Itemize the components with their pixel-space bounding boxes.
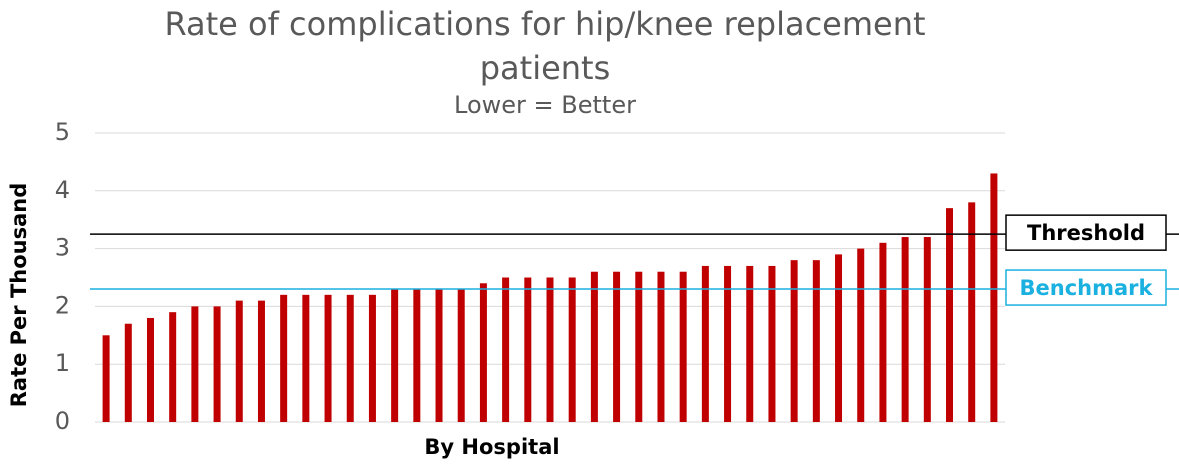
- bar: [191, 306, 199, 422]
- bar: [502, 277, 510, 422]
- bar: [990, 173, 998, 422]
- bar: [435, 289, 443, 422]
- bar: [635, 271, 643, 422]
- chart-subtitle: Lower = Better: [454, 91, 636, 119]
- bar: [613, 271, 621, 422]
- reference-label-box: [1005, 269, 1167, 306]
- bar: [879, 242, 887, 422]
- bar: [923, 237, 931, 422]
- bar: [479, 283, 487, 422]
- bar: [946, 208, 954, 422]
- bar: [790, 260, 798, 422]
- bar: [679, 271, 687, 422]
- bar: [835, 254, 843, 422]
- bar: [746, 265, 754, 422]
- bar: [391, 289, 399, 422]
- bar: [901, 237, 909, 422]
- bar: [812, 260, 820, 422]
- reference-label: Benchmark: [1020, 276, 1154, 300]
- y-tick-label: 0: [55, 407, 70, 435]
- x-axis-label: By Hospital: [424, 435, 559, 459]
- bar: [768, 265, 776, 422]
- reference-label: Threshold: [1027, 221, 1145, 245]
- bar: [324, 294, 332, 422]
- y-tick-label: 4: [55, 176, 70, 204]
- bar: [280, 294, 288, 422]
- bar: [590, 271, 598, 422]
- y-tick-label: 1: [55, 349, 70, 377]
- y-tick-label: 5: [55, 118, 70, 146]
- bar: [968, 202, 976, 422]
- bar: [368, 294, 376, 422]
- bar: [457, 289, 465, 422]
- bar: [657, 271, 665, 422]
- bar: [235, 300, 243, 422]
- bar: [701, 265, 709, 422]
- bar: [413, 289, 421, 422]
- bar: [146, 317, 154, 422]
- bar: [124, 323, 132, 422]
- bar: [257, 300, 265, 422]
- bar: [546, 277, 554, 422]
- y-tick-label: 2: [55, 291, 70, 319]
- chart-title: Rate of complications for hip/knee repla…: [164, 5, 926, 87]
- bar: [102, 335, 110, 422]
- reference-label-box: [1005, 214, 1167, 251]
- bar: [302, 294, 310, 422]
- bar: [857, 248, 865, 422]
- bar: [524, 277, 532, 422]
- bar: [724, 265, 732, 422]
- bar: [346, 294, 354, 422]
- bar: [213, 306, 221, 422]
- y-axis-label: Rate Per Thousand: [7, 183, 31, 408]
- bar: [568, 277, 576, 422]
- bar: [169, 312, 177, 422]
- y-tick-label: 3: [55, 234, 70, 262]
